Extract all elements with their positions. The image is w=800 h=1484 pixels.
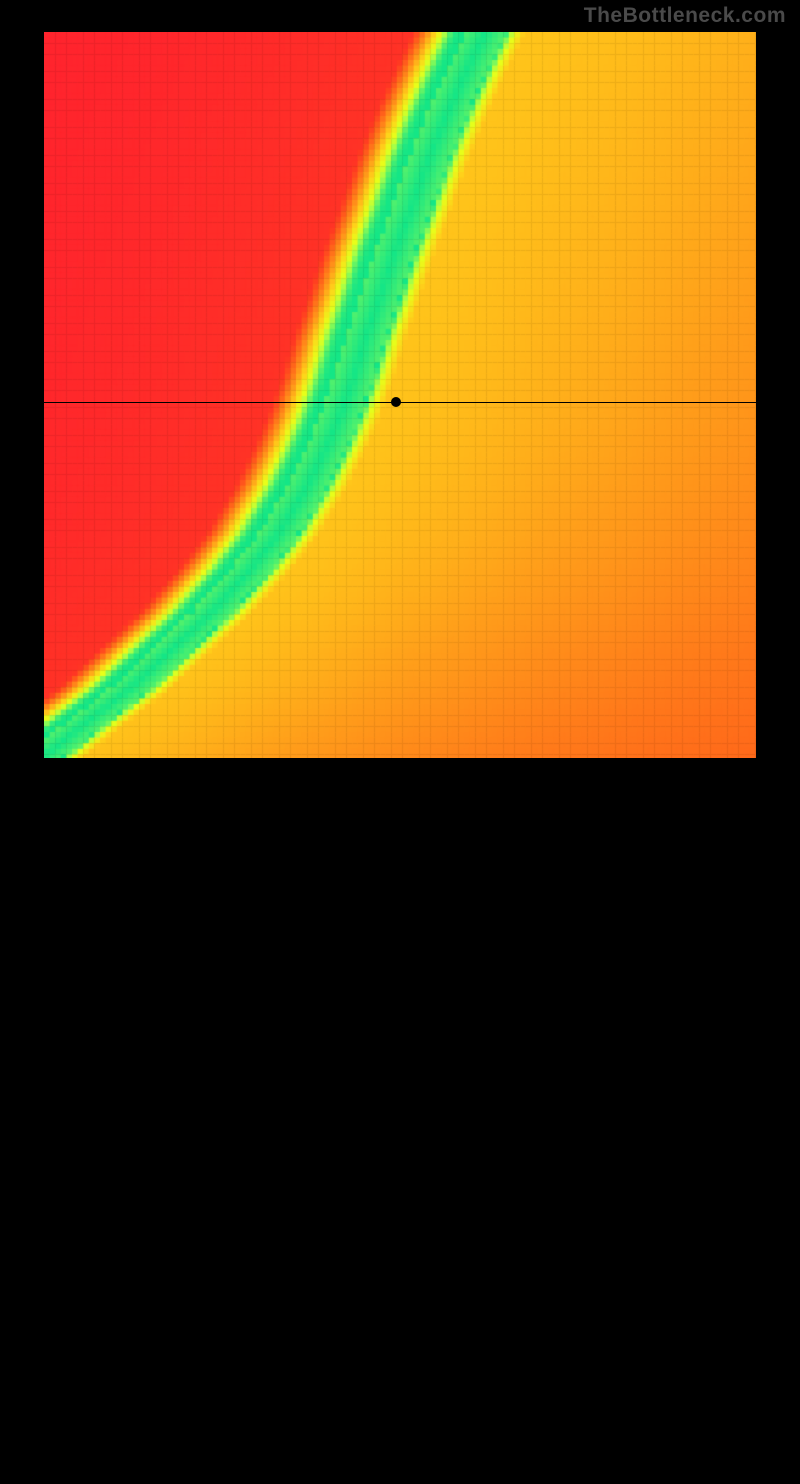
watermark-text: TheBottleneck.com xyxy=(584,4,786,28)
plot-area xyxy=(44,32,756,758)
crosshair-vertical xyxy=(396,758,397,1484)
marker-dot xyxy=(391,397,401,407)
heatmap-canvas xyxy=(44,32,756,758)
